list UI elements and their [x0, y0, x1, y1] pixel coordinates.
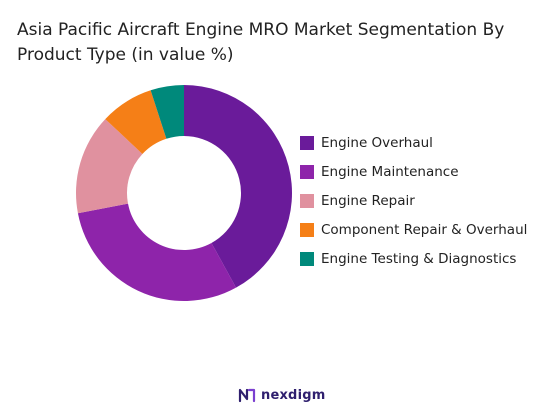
legend-swatch	[300, 193, 314, 208]
legend-item-engine-overhaul: Engine Overhaul	[300, 128, 550, 157]
brand-name: nexdigm	[261, 387, 326, 403]
donut-slice-engine-overhaul	[184, 85, 292, 288]
legend-label: Engine Overhaul	[321, 134, 433, 151]
legend-item-engine-testing-diagnostics: Engine Testing & Diagnostics	[300, 244, 550, 273]
legend-swatch	[300, 222, 314, 237]
legend-label: Engine Repair	[321, 192, 415, 209]
nexdigm-logo-icon	[238, 388, 256, 403]
legend-label: Engine Testing & Diagnostics	[321, 250, 517, 267]
brand-logo: nexdigm	[238, 387, 325, 403]
legend-label: Component Repair & Overhaul	[321, 221, 528, 238]
chart-legend: Engine Overhaul Engine Maintenance Engin…	[300, 128, 550, 273]
donut-slice-engine-testing-diagnostics	[150, 85, 184, 139]
donut-slice-engine-repair	[75, 119, 143, 214]
legend-swatch	[300, 135, 314, 150]
legend-swatch	[300, 251, 314, 266]
donut-slice-engine-maintenance	[77, 203, 237, 301]
donut-slices	[75, 85, 292, 301]
legend-item-engine-maintenance: Engine Maintenance	[300, 157, 550, 186]
legend-item-component-repair-overhaul: Component Repair & Overhaul	[300, 215, 550, 244]
donut-slice-component-repair-overhaul	[105, 90, 167, 154]
legend-item-engine-repair: Engine Repair	[300, 186, 550, 215]
chart-title: Asia Pacific Aircraft Engine MRO Market …	[17, 20, 505, 65]
legend-label: Engine Maintenance	[321, 163, 459, 180]
legend-swatch	[300, 164, 314, 179]
